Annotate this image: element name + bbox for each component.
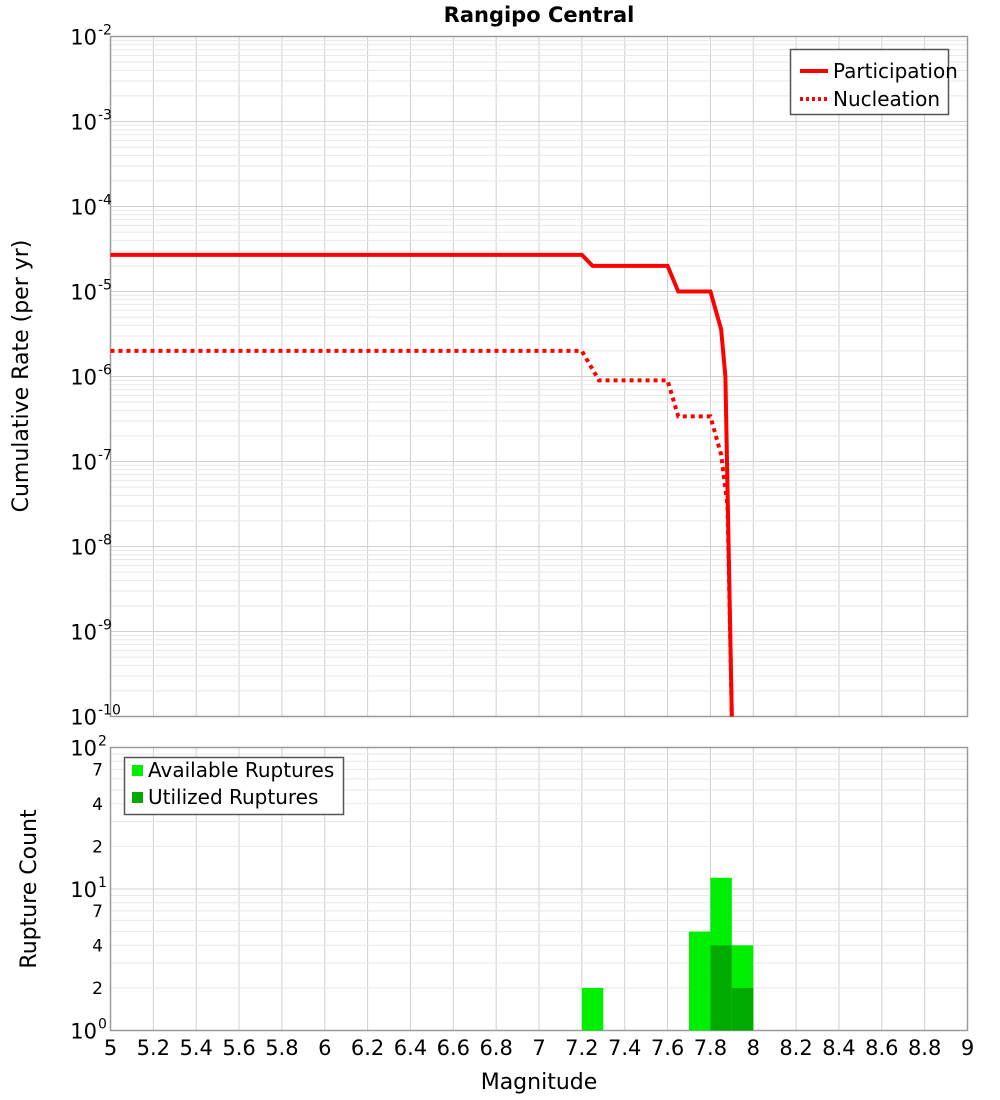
x-tick-label: 8.6 bbox=[865, 1036, 898, 1060]
y-tick-label-minor: 2 bbox=[92, 979, 103, 999]
top-panel-y-tick-labels: 10-210-310-410-510-610-710-810-910-10 bbox=[70, 23, 121, 730]
x-tick-label: 7.8 bbox=[694, 1036, 727, 1060]
x-tick-label: 5.4 bbox=[179, 1036, 212, 1060]
page-title: Rangipo Central bbox=[444, 3, 635, 27]
svg-text:-9: -9 bbox=[98, 618, 112, 634]
x-tick-label: 7.6 bbox=[651, 1036, 684, 1060]
y-tick-label-minor: 7 bbox=[92, 760, 103, 780]
svg-text:10: 10 bbox=[70, 536, 97, 560]
x-tick-label: 8 bbox=[747, 1036, 760, 1060]
svg-text:10: 10 bbox=[70, 706, 97, 730]
y-tick-label: 10 -6 bbox=[70, 363, 112, 390]
svg-text:10: 10 bbox=[70, 281, 97, 305]
svg-text:10: 10 bbox=[70, 196, 97, 220]
top-panel-series bbox=[110, 252, 734, 717]
bar-available-ruptures bbox=[688, 931, 711, 1031]
legend-label-available-ruptures: Available Ruptures bbox=[148, 758, 334, 782]
bottom-panel-frame bbox=[109, 746, 969, 1032]
x-tick-label: 6.4 bbox=[394, 1036, 427, 1060]
x-tick-label: 8.2 bbox=[779, 1036, 812, 1060]
y-tick-label-minor: 2 bbox=[92, 837, 103, 857]
svg-text:1: 1 bbox=[98, 875, 107, 891]
svg-text:10: 10 bbox=[70, 366, 97, 390]
x-tick-label: 7.2 bbox=[565, 1036, 598, 1060]
y-tick-label: 10 1 bbox=[70, 875, 107, 902]
svg-text:10: 10 bbox=[70, 737, 97, 761]
svg-text:-10: -10 bbox=[98, 703, 121, 719]
bar-utilized-ruptures bbox=[710, 945, 732, 1031]
svg-text:10: 10 bbox=[70, 26, 97, 50]
y-tick-label: 10 -3 bbox=[70, 108, 112, 135]
x-axis-label: Magnitude bbox=[481, 1070, 598, 1095]
svg-text:-5: -5 bbox=[98, 278, 112, 294]
x-axis-tick-labels: 5 5.2 5.4 5.6 5.8 6 6.2 6.4 6.6 6.8 7 7.2 7.4 7.6 7.8 8… bbox=[104, 1036, 974, 1060]
legend-background-bottom bbox=[123, 756, 345, 816]
legend-label-nucleation: Nucleation bbox=[833, 87, 940, 111]
svg-text:-7: -7 bbox=[98, 448, 112, 464]
svg-text:-4: -4 bbox=[98, 193, 112, 209]
legend-label-participation: Participation bbox=[833, 59, 958, 83]
svg-text:10: 10 bbox=[70, 621, 97, 645]
x-tick-label: 5.2 bbox=[137, 1036, 170, 1060]
x-tick-label: 6.6 bbox=[437, 1036, 470, 1060]
svg-text:-2: -2 bbox=[98, 23, 112, 39]
legend-swatch-utilized-ruptures bbox=[132, 792, 143, 803]
top-panel-y-axis-label: Cumulative Rate (per yr) bbox=[9, 240, 34, 513]
series-line-participation bbox=[110, 252, 734, 717]
svg-text:-8: -8 bbox=[98, 533, 112, 549]
y-tick-label: 10 -7 bbox=[70, 448, 112, 475]
x-tick-label: 7 bbox=[532, 1036, 545, 1060]
top-panel-gridlines bbox=[110, 36, 968, 717]
bar-utilized-ruptures bbox=[731, 987, 754, 1031]
svg-text:10: 10 bbox=[70, 878, 97, 902]
bottom-panel-legend[interactable]: Available Ruptures Utilized Ruptures bbox=[123, 756, 345, 816]
svg-text:10: 10 bbox=[70, 111, 97, 135]
x-tick-label: 6.8 bbox=[479, 1036, 512, 1060]
legend-swatch-available-ruptures bbox=[132, 765, 143, 776]
y-tick-label-minor: 7 bbox=[92, 902, 103, 922]
x-tick-label: 8.8 bbox=[908, 1036, 941, 1060]
x-tick-label: 5 bbox=[104, 1036, 117, 1060]
y-tick-label-minor: 4 bbox=[92, 936, 103, 956]
y-tick-label: 10 -10 bbox=[70, 703, 121, 730]
svg-text:10: 10 bbox=[70, 1020, 97, 1044]
top-panel-legend[interactable]: Participation Nucleation bbox=[789, 48, 958, 116]
legend-background bbox=[789, 48, 950, 116]
legend-label-utilized-ruptures: Utilized Ruptures bbox=[148, 785, 318, 809]
y-tick-label: 10 2 bbox=[70, 734, 107, 761]
svg-text:-3: -3 bbox=[98, 108, 112, 124]
bottom-panel-y-axis-label: Rupture Count bbox=[17, 809, 42, 969]
svg-text:10: 10 bbox=[70, 451, 97, 475]
x-tick-label: 8.4 bbox=[822, 1036, 855, 1060]
y-tick-label: 10 -8 bbox=[70, 533, 112, 560]
top-panel: 10-210-310-410-510-610-710-810-910-10 Cu… bbox=[9, 23, 969, 730]
x-tick-label: 5.6 bbox=[222, 1036, 255, 1060]
y-tick-label: 10 -5 bbox=[70, 278, 112, 305]
x-tick-label: 6.2 bbox=[351, 1036, 384, 1060]
svg-text:0: 0 bbox=[98, 1017, 107, 1033]
y-tick-label: 10 0 bbox=[70, 1017, 107, 1044]
series-line-nucleation bbox=[110, 348, 734, 717]
bar-available-ruptures bbox=[581, 987, 604, 1031]
x-tick-label: 5.8 bbox=[265, 1036, 298, 1060]
x-tick-label: 9 bbox=[961, 1036, 974, 1060]
bottom-panel-bars bbox=[581, 877, 754, 1031]
top-panel-frame bbox=[109, 35, 969, 718]
y-tick-label: 10 -4 bbox=[70, 193, 112, 220]
x-tick-label: 6 bbox=[318, 1036, 331, 1060]
y-tick-label: 10 -9 bbox=[70, 618, 112, 645]
y-tick-label-minor: 4 bbox=[92, 795, 103, 815]
svg-text:2: 2 bbox=[98, 734, 107, 750]
y-tick-label: 10 -2 bbox=[70, 23, 112, 50]
x-tick-label: 7.4 bbox=[608, 1036, 641, 1060]
svg-text:-6: -6 bbox=[98, 363, 112, 379]
